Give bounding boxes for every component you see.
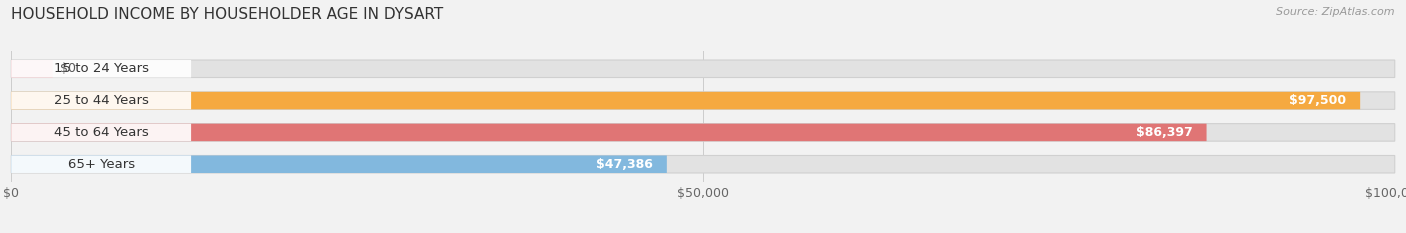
FancyBboxPatch shape — [11, 60, 53, 78]
FancyBboxPatch shape — [11, 60, 1395, 78]
FancyBboxPatch shape — [11, 155, 666, 173]
Text: $86,397: $86,397 — [1136, 126, 1192, 139]
Text: Source: ZipAtlas.com: Source: ZipAtlas.com — [1277, 7, 1395, 17]
FancyBboxPatch shape — [11, 92, 1360, 109]
FancyBboxPatch shape — [11, 60, 191, 78]
Text: 15 to 24 Years: 15 to 24 Years — [53, 62, 149, 75]
FancyBboxPatch shape — [11, 124, 1395, 141]
Text: 65+ Years: 65+ Years — [67, 158, 135, 171]
Text: 45 to 64 Years: 45 to 64 Years — [53, 126, 149, 139]
Text: 25 to 44 Years: 25 to 44 Years — [53, 94, 149, 107]
FancyBboxPatch shape — [11, 92, 191, 109]
Text: $0: $0 — [59, 62, 76, 75]
FancyBboxPatch shape — [11, 92, 1395, 109]
Text: HOUSEHOLD INCOME BY HOUSEHOLDER AGE IN DYSART: HOUSEHOLD INCOME BY HOUSEHOLDER AGE IN D… — [11, 7, 443, 22]
FancyBboxPatch shape — [11, 155, 1395, 173]
Text: $47,386: $47,386 — [596, 158, 652, 171]
Text: $97,500: $97,500 — [1289, 94, 1347, 107]
FancyBboxPatch shape — [11, 124, 1206, 141]
FancyBboxPatch shape — [11, 155, 191, 173]
FancyBboxPatch shape — [11, 124, 191, 141]
